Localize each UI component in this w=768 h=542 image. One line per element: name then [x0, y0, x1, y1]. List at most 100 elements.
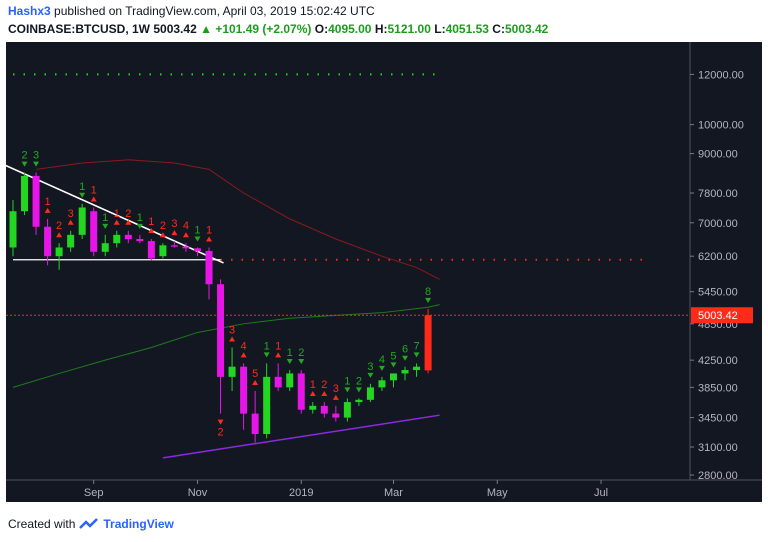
sequential-arrow — [67, 219, 74, 225]
sequential-count: 1 — [275, 340, 281, 352]
sequential-count: 3 — [33, 150, 39, 162]
sequential-arrow — [298, 359, 305, 365]
up-arrow-icon: ▲ — [200, 22, 212, 36]
candle-body — [21, 175, 29, 212]
y-tick-label: 3850.00 — [698, 382, 738, 394]
sequential-count: 3 — [333, 383, 339, 395]
x-tick-label: Sep — [84, 487, 104, 499]
sequential-arrow — [240, 352, 247, 358]
sequential-count: 4 — [379, 354, 385, 366]
x-tick-label: Jul — [594, 487, 608, 499]
open-label: O: — [314, 22, 329, 36]
sequential-count: 4 — [241, 340, 247, 352]
tradingview-brand[interactable]: TradingView — [103, 517, 174, 531]
y-tick-label: 12000.00 — [698, 69, 744, 81]
candle-body — [44, 226, 52, 257]
sequential-count: 2 — [56, 220, 62, 232]
sma-green-line — [12, 304, 440, 388]
candle-body — [366, 387, 374, 400]
sequential-count: 8 — [425, 286, 431, 298]
sequential-arrow — [217, 419, 224, 425]
sequential-arrow — [136, 223, 143, 229]
sequential-count: 2 — [298, 347, 304, 359]
candle-body — [401, 370, 409, 374]
candle-body — [424, 315, 432, 371]
last-price-box-label: 5003.42 — [698, 310, 738, 322]
y-tick-label: 3450.00 — [698, 413, 738, 425]
sequential-count: 1 — [91, 185, 97, 197]
sequential-count: 1 — [194, 224, 200, 236]
candle-body — [9, 211, 17, 248]
sequential-count: 1 — [206, 224, 212, 236]
candle-body — [67, 234, 75, 248]
close-label: C: — [492, 22, 505, 36]
symbol-name: COINBASE:BTCUSD, 1W — [8, 22, 151, 36]
sequential-arrow — [425, 297, 432, 303]
sequential-count: 3 — [171, 218, 177, 230]
candle-body — [170, 245, 178, 247]
published-text: published on TradingView.com, April 03, … — [54, 4, 375, 18]
sequential-count: 3 — [367, 361, 373, 373]
candle-body — [309, 405, 317, 410]
y-tick-label: 9000.00 — [698, 149, 738, 161]
candle-body — [78, 207, 86, 235]
sequential-count: 1 — [310, 379, 316, 391]
sequential-arrow — [344, 387, 351, 393]
sequential-arrow — [194, 236, 201, 242]
sequential-arrow — [355, 387, 362, 393]
high-label: H: — [374, 22, 388, 36]
sequential-count: 2 — [356, 375, 362, 387]
y-tick-label: 7800.00 — [698, 188, 738, 200]
author-link[interactable]: Hashx3 — [8, 4, 51, 18]
sequential-arrow — [148, 227, 155, 233]
candle-body — [378, 380, 386, 388]
sequential-arrow — [378, 365, 385, 371]
sma-red-line — [35, 159, 440, 280]
sequential-arrow — [182, 232, 189, 238]
y-tick-label: 3100.00 — [698, 442, 738, 454]
sequential-arrow — [402, 355, 409, 361]
candle-body — [217, 284, 225, 377]
candle-body — [205, 250, 213, 285]
candle-body — [101, 243, 109, 252]
sequential-arrow — [102, 223, 109, 229]
sequential-arrow — [125, 219, 132, 225]
sequential-arrow — [286, 359, 293, 365]
candle-body — [136, 238, 144, 242]
candle-body — [159, 245, 167, 257]
created-with-text: Created with — [8, 517, 76, 531]
sequential-count: 3 — [229, 325, 235, 337]
candle-body — [251, 413, 259, 435]
chart-svg[interactable]: 12000.0010000.009000.007800.007000.00620… — [0, 42, 768, 506]
sequential-count: 1 — [45, 196, 51, 208]
x-tick-label: Mar — [384, 487, 403, 499]
candle-body — [297, 373, 305, 410]
sequential-count: 2 — [125, 208, 131, 220]
candle-body — [240, 366, 248, 414]
candle-body — [389, 373, 397, 381]
sequential-count: 1 — [137, 212, 143, 224]
candle-body — [228, 366, 236, 377]
sequential-arrow — [321, 391, 328, 397]
price-chart[interactable]: 12000.00 10000.00 9000.00 7800.00 7000.00 620… — [0, 42, 768, 506]
last-price: 5003.42 — [153, 22, 197, 36]
candle-body — [274, 376, 282, 388]
candle-body — [343, 402, 351, 418]
candle-body — [182, 246, 190, 249]
x-tick-label: May — [487, 487, 508, 499]
sequential-arrow — [229, 336, 236, 342]
sequential-arrow — [33, 161, 40, 167]
candle-body — [113, 234, 121, 244]
sequential-count: 2 — [217, 427, 223, 439]
y-tick-label: 7000.00 — [698, 218, 738, 230]
y-tick-label: 5450.00 — [698, 287, 738, 299]
candle-body — [193, 248, 201, 251]
y-tick-label: 2800.00 — [698, 470, 738, 482]
sequential-arrow — [79, 192, 86, 198]
sequential-arrow — [367, 372, 374, 378]
candle-body — [32, 175, 40, 227]
candle-body — [355, 399, 363, 403]
last-price-box — [691, 307, 753, 324]
sequential-count: 1 — [287, 347, 293, 359]
